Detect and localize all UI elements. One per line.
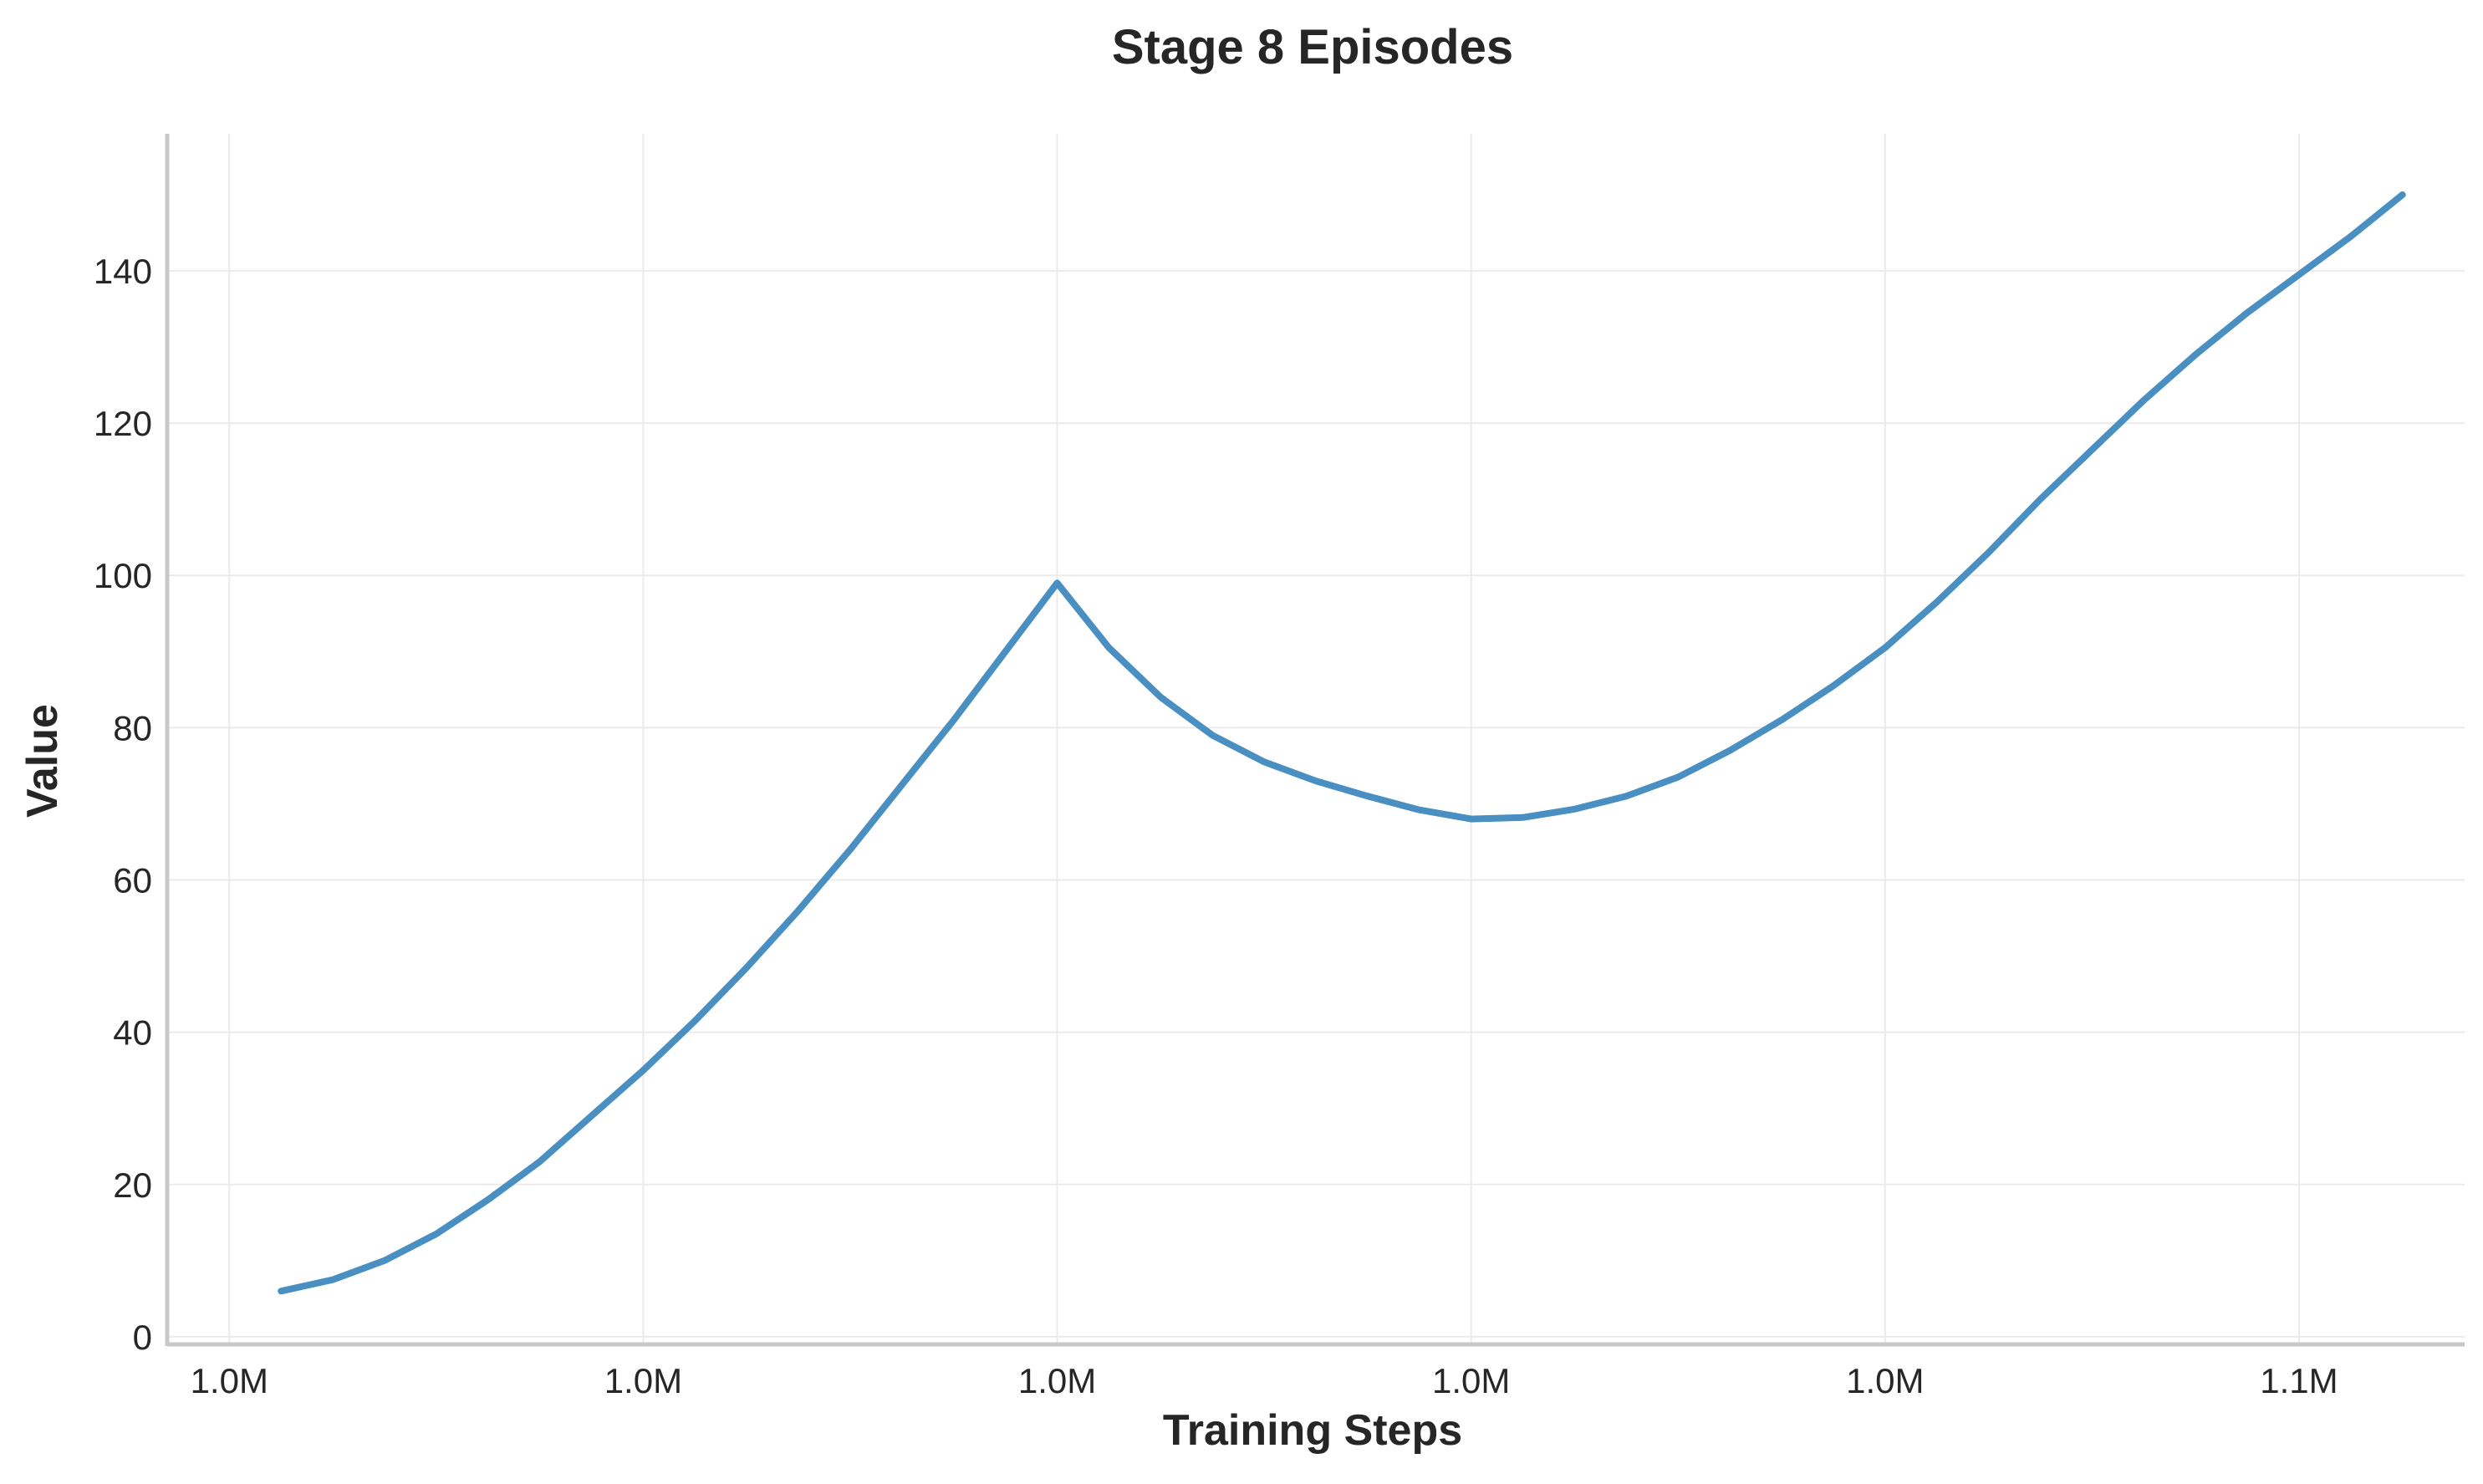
x-tick-label: 1.0M <box>1432 1361 1510 1400</box>
y-tick-label: 120 <box>94 404 152 443</box>
x-tick-label: 1.1M <box>2260 1361 2338 1400</box>
series-line <box>278 191 2406 1295</box>
y-axis-label: Value <box>18 704 67 818</box>
y-tick-label: 100 <box>94 556 152 595</box>
grid <box>167 134 2465 1344</box>
y-tick-label: 80 <box>113 708 152 747</box>
y-tick-label: 0 <box>133 1318 152 1357</box>
y-tick-labels: 0 20 40 60 80 100 120 140 <box>94 252 152 1357</box>
y-tick-label: 60 <box>113 860 152 900</box>
y-tick-label: 20 <box>113 1165 152 1205</box>
x-tick-label: 1.0M <box>191 1361 268 1400</box>
x-tick-label: 1.0M <box>1846 1361 1924 1400</box>
y-tick-label: 140 <box>94 252 152 291</box>
x-tick-label: 1.0M <box>1018 1361 1096 1400</box>
x-tick-label: 1.0M <box>604 1361 682 1400</box>
series <box>278 191 2406 1295</box>
x-axis-label: Training Steps <box>1163 1406 1462 1455</box>
axes <box>165 134 2465 1347</box>
x-tick-labels: 1.0M 1.0M 1.0M 1.0M 1.0M 1.1M <box>191 1361 2338 1400</box>
y-tick-label: 40 <box>113 1013 152 1053</box>
chart-title: Stage 8 Episodes <box>1112 20 1513 74</box>
